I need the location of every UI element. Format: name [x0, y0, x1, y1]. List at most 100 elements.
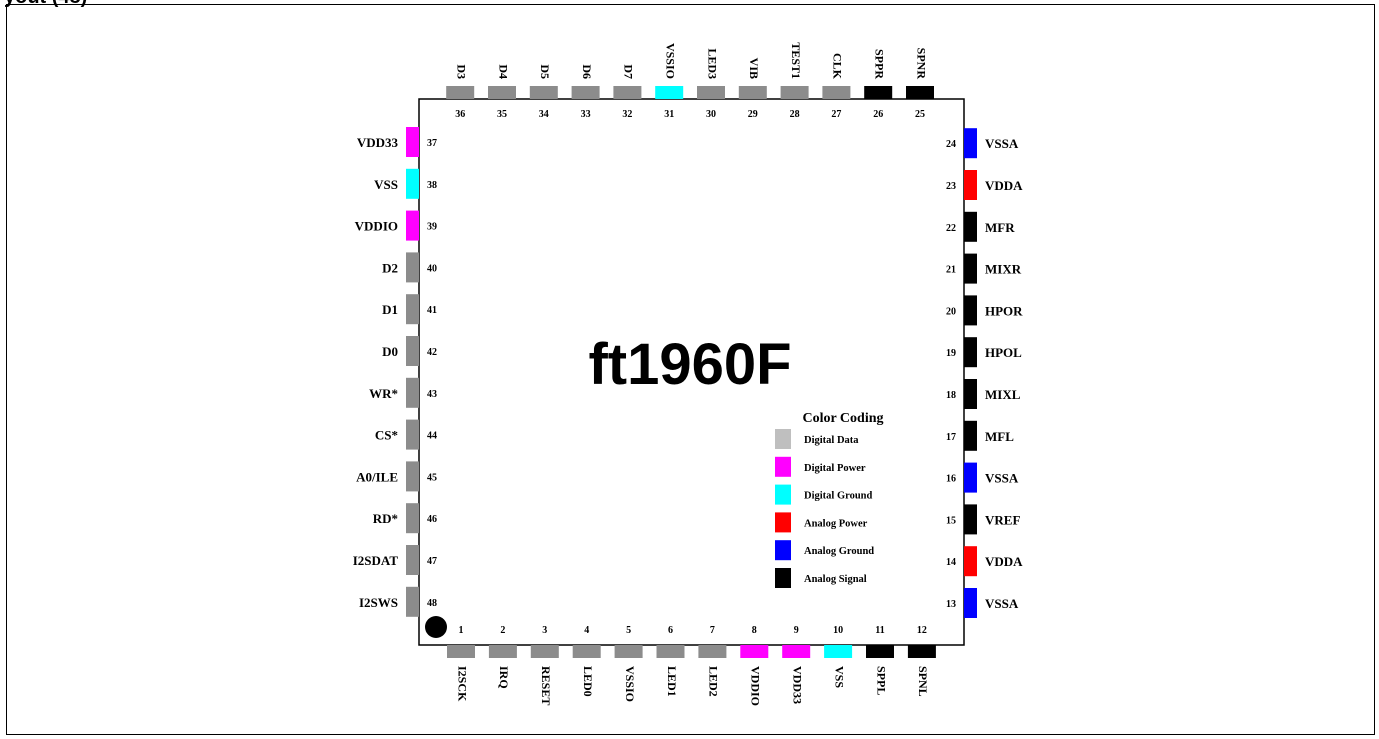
pin-33-number: 33 — [581, 109, 591, 120]
pin-30-label-led3: LED3 — [705, 48, 719, 79]
pin-26-label-sppr: SPPR — [872, 49, 886, 79]
legend-swatch-digital-ground — [775, 484, 791, 505]
pin-29-number: 29 — [748, 109, 758, 120]
pin-23-number: 23 — [946, 181, 956, 192]
pin-47-label-i2sdat: I2SDAT — [353, 553, 399, 568]
pin-27-number: 27 — [831, 109, 841, 120]
pin-23-pad — [964, 170, 977, 200]
pin-15-number: 15 — [946, 515, 956, 526]
pin-6-pad — [656, 645, 685, 658]
pin-26-number: 26 — [873, 109, 883, 120]
pin-14-number: 14 — [946, 557, 956, 568]
pin-2-pad — [488, 645, 517, 658]
pin-47-number: 47 — [427, 556, 437, 567]
pin-38-pad — [406, 168, 419, 199]
pin-37-pad — [406, 127, 419, 157]
pin-3-pad — [530, 645, 559, 658]
pin-16-number: 16 — [946, 474, 956, 485]
pin-17-pad — [964, 420, 977, 451]
pin-12-pad — [907, 645, 936, 658]
pin-21-label-mixr: MIXR — [985, 262, 1022, 277]
pin-11-number: 11 — [875, 625, 884, 636]
pin-44-number: 44 — [427, 431, 437, 442]
pin-48-number: 48 — [427, 598, 437, 609]
legend-label-digital-data: Digital Data — [804, 435, 859, 446]
pin-44-pad — [406, 419, 419, 450]
pin-6-label-led1: LED1 — [665, 666, 679, 697]
pin-6-number: 6 — [668, 625, 673, 636]
pin-20-pad — [964, 295, 977, 326]
pin-29-label-vib: VIB — [747, 58, 761, 79]
pin-20-number: 20 — [946, 306, 956, 317]
pin-45-number: 45 — [427, 472, 437, 483]
pin-43-number: 43 — [427, 389, 437, 400]
pin-33-label-d6: D6 — [580, 64, 594, 79]
pin-14-pad — [964, 546, 977, 577]
pin-17-label-mfl: MFL — [985, 429, 1014, 444]
pin-18-pad — [964, 379, 977, 409]
pin-25-number: 25 — [915, 109, 925, 120]
legend-swatch-digital-power — [775, 456, 791, 477]
pin-34-number: 34 — [539, 109, 549, 120]
pin-35-number: 35 — [497, 109, 507, 120]
pin-5-label-vssio: VSSIO — [623, 666, 637, 702]
pin-21-pad — [964, 253, 977, 284]
pin-21-number: 21 — [946, 265, 956, 276]
pin-30-pad — [697, 86, 725, 99]
pin-48-label-i2sws: I2SWS — [359, 595, 398, 610]
pin-19-label-hpol: HPOL — [985, 345, 1022, 360]
pin-11-label-sppl: SPPL — [874, 666, 888, 695]
legend-label-analog-signal: Analog Signal — [804, 574, 867, 585]
pin-37-label-vdd33: VDD33 — [357, 135, 399, 150]
pin-48-pad — [406, 586, 419, 617]
pin-26-pad — [864, 86, 893, 99]
pin-24-number: 24 — [946, 139, 956, 150]
pin-42-label-d0: D0 — [382, 344, 398, 359]
legend-label-digital-power: Digital Power — [804, 463, 866, 474]
pin-8-number: 8 — [752, 625, 757, 636]
pin-15-pad — [964, 504, 977, 535]
pin-4-number: 4 — [584, 625, 589, 636]
pin-9-pad — [782, 645, 811, 658]
pin-36-pad — [446, 86, 475, 99]
pin-22-label-mfr: MFR — [985, 220, 1015, 235]
pin-10-number: 10 — [833, 625, 843, 636]
pin-41-label-d1: D1 — [382, 302, 398, 317]
pin-4-label-led0: LED0 — [581, 666, 595, 697]
pin-1-pad — [447, 645, 475, 658]
diagram-frame — [6, 4, 1375, 735]
pin-20-label-hpor: HPOR — [985, 303, 1023, 318]
pin-25-pad — [906, 86, 934, 99]
pin-24-pad — [964, 128, 977, 159]
chip-body — [418, 98, 965, 646]
pin-36-number: 36 — [455, 109, 465, 120]
pin-44-label-cs: CS* — [375, 428, 398, 443]
pin-40-number: 40 — [427, 263, 437, 274]
pin-47-pad — [406, 545, 419, 575]
pin-32-label-d7: D7 — [622, 64, 636, 79]
pin-19-pad — [964, 337, 977, 368]
pin-39-label-vddio: VDDIO — [355, 219, 398, 234]
legend-swatch-digital-data — [775, 429, 791, 449]
pin-28-number: 28 — [790, 109, 800, 120]
pin-24-label-vssa: VSSA — [985, 136, 1019, 151]
pin-25-label-spnr: SPNR — [914, 48, 928, 80]
pin-13-pad — [964, 588, 977, 618]
pin-23-label-vdda: VDDA — [985, 178, 1023, 193]
pin-7-label-led2: LED2 — [707, 666, 721, 697]
pin-39-number: 39 — [427, 222, 437, 233]
pins-layer: 1 I2SCK 2 IRQ 3 RESET 4 LED0 5 VSSIO 6 LED1 7 LED2 8 VD… — [353, 42, 1023, 706]
pin-31-label-vssio: VSSIO — [663, 43, 677, 79]
pin-11-pad — [866, 645, 894, 658]
pin-34-pad — [529, 86, 558, 99]
pin-9-number: 9 — [794, 625, 799, 636]
pin-10-label-vss: VSS — [832, 666, 846, 688]
pin-9-label-vdd33: VDD33 — [790, 666, 804, 704]
pin-39-pad — [406, 210, 419, 241]
pin-7-pad — [698, 645, 727, 658]
pin-16-label-vssa: VSSA — [985, 471, 1019, 486]
legend-swatch-analog-ground — [775, 540, 791, 561]
pin-27-pad — [822, 86, 851, 99]
legend-label-analog-ground: Analog Ground — [804, 546, 874, 557]
pin-45-pad — [406, 461, 419, 492]
